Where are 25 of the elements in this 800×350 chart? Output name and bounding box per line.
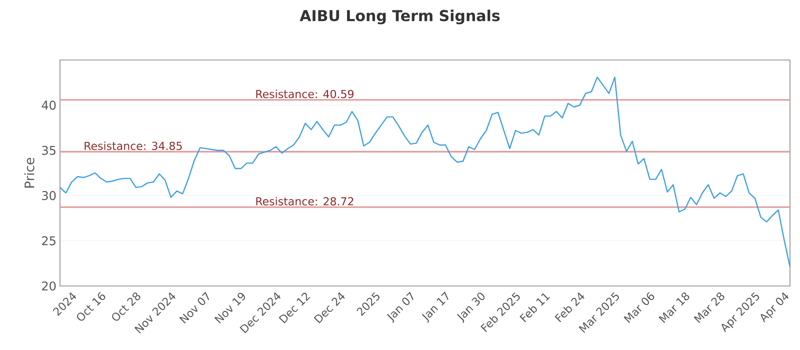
x-tick-label: Feb 11 [520,293,550,322]
ref-line-label: Resistance: 28.72 [256,196,354,206]
ref-line-label: Resistance: 34.85 [84,142,182,150]
x-tick-label: Feb 24 [554,292,584,322]
x-tick-label: Mar 18 [658,292,690,324]
y-tick-label: 35 [42,146,56,155]
y-tick-label: 30 [42,191,56,200]
y-tick-label: 25 [42,236,56,246]
x-tick-label: Jan 07 [386,292,414,324]
y-axis-title: Price [24,158,34,188]
chart-title: AIBU Long Term Signals [300,10,500,24]
x-tick-label: Oct 28 [112,292,140,321]
x-tick-label: Nov 07 [179,292,210,324]
x-tick-label: Jan 17 [422,292,448,323]
y-tick-label: 20 [42,281,56,291]
ref-line-label: Resistance: 40.59 [256,90,354,98]
x-tick-label: Jan 30 [457,292,485,324]
x-tick-label: Mar 06 [624,292,654,324]
x-tick-label: Oct 16 [77,292,106,321]
x-tick-label: Mar 28 [694,292,724,324]
y-tick-label: 40 [42,100,56,110]
x-tick-label: Nov 19 [214,292,245,324]
x-tick-label: Apr 04 [760,292,789,323]
line-series [59,76,791,268]
x-tick-label: Dec 24 [314,292,345,324]
